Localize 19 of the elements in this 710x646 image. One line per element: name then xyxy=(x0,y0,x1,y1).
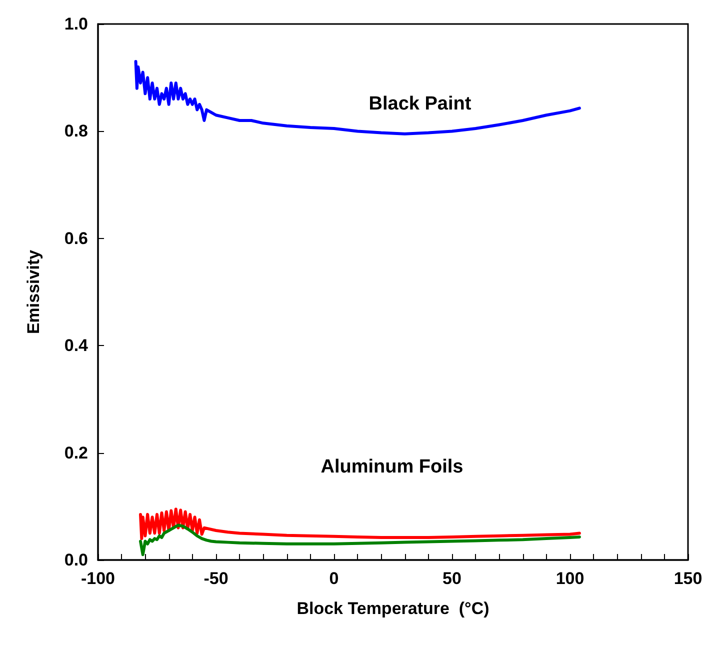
y-tick-label: 0.6 xyxy=(64,228,88,248)
x-tick-label: 100 xyxy=(556,569,584,588)
line-series xyxy=(138,508,581,540)
y-tick-label: 1.0 xyxy=(64,14,88,34)
annotation: Aluminum Foils xyxy=(320,456,464,478)
annotation: Black Paint xyxy=(368,94,472,114)
x-tick-label: 50 xyxy=(442,569,462,588)
x-tick-label: -100 xyxy=(80,569,116,588)
x-tick-label: 0 xyxy=(329,569,339,588)
x-tick-label: 150 xyxy=(674,569,702,588)
line-series xyxy=(134,60,581,136)
y-tick-label: 0.2 xyxy=(64,443,88,462)
y-tick-label: 0.8 xyxy=(64,122,88,141)
y-tick-label: 0.0 xyxy=(64,550,88,570)
y-axis-title: Emissivity xyxy=(24,249,43,334)
x-axis-title: Block Temperature (°C) xyxy=(296,599,490,618)
line-series xyxy=(138,524,581,556)
x-tick-label: -50 xyxy=(204,569,228,588)
y-tick-label: 0.4 xyxy=(64,336,89,356)
